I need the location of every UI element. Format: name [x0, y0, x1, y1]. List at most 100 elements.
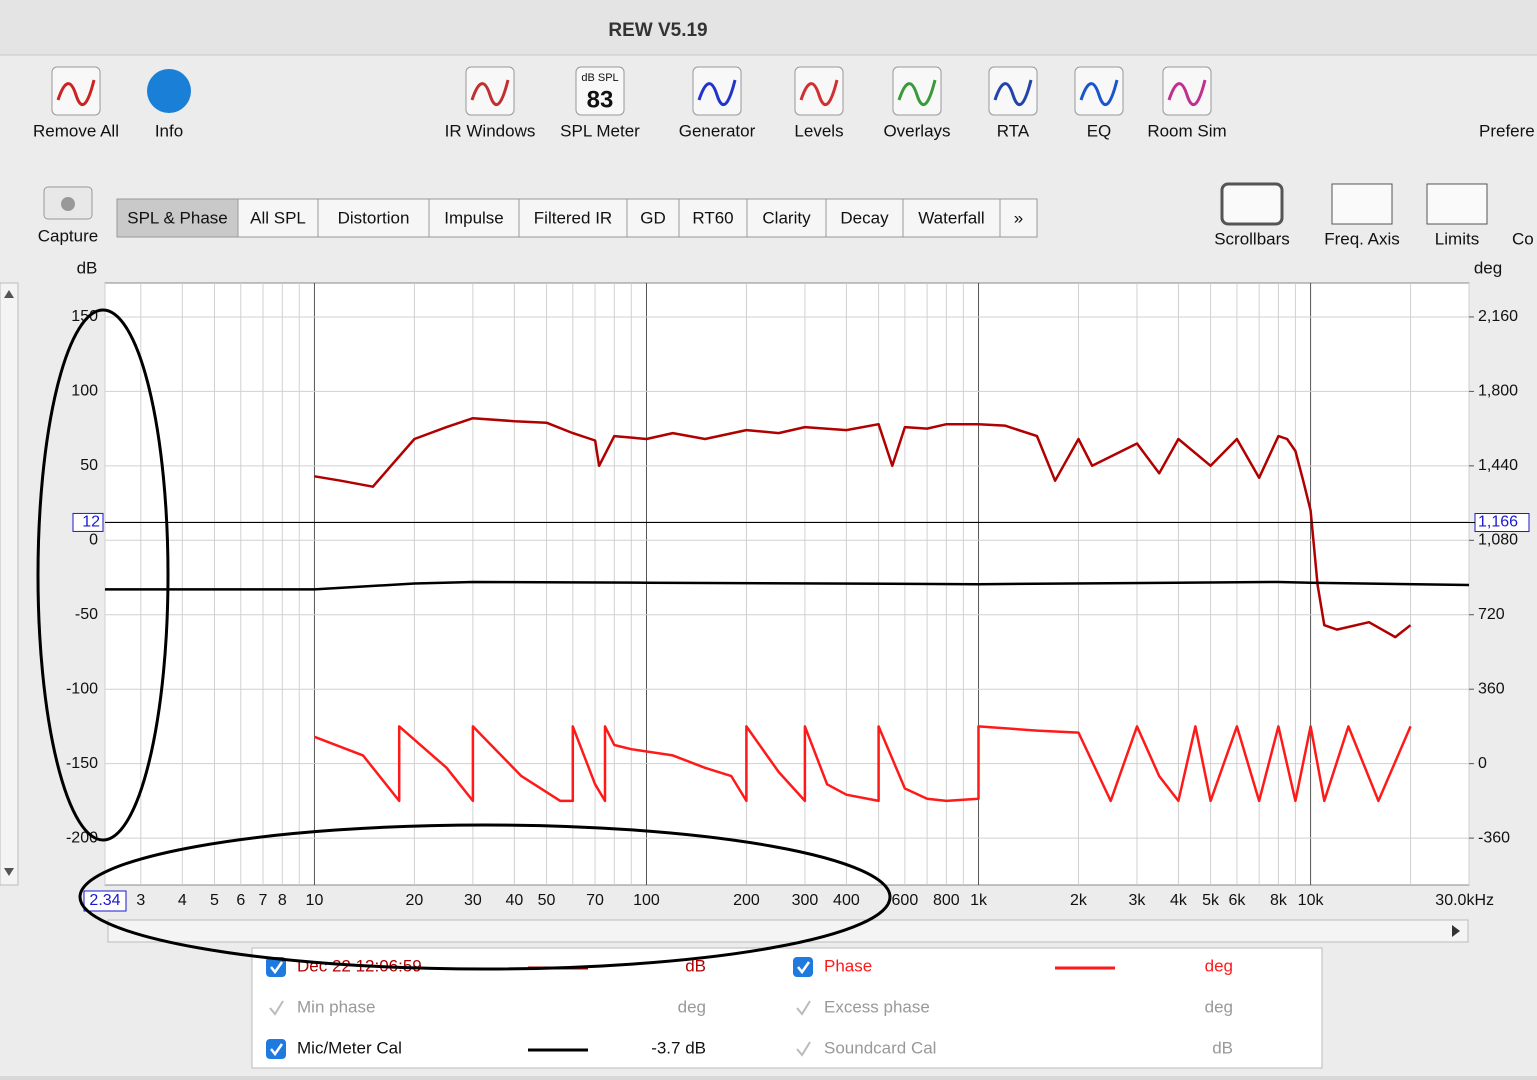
icon	[575, 66, 625, 116]
x-tick-label: 2.34	[89, 892, 120, 909]
toolbar-button[interactable]: EQ	[1074, 66, 1124, 140]
cursor-label: 12	[82, 514, 100, 531]
icon	[147, 69, 191, 113]
y-tick-label: -100	[66, 680, 98, 697]
legend-name: Min phase	[297, 997, 375, 1016]
tool-icon[interactable]	[1426, 183, 1488, 225]
scroll-down[interactable]	[4, 868, 14, 876]
toolbar-label: Info	[155, 121, 183, 140]
tab-label[interactable]: Waterfall	[918, 208, 984, 227]
tab-label[interactable]: »	[1014, 208, 1023, 227]
legend-row[interactable]: Soundcard Cal dB	[796, 1038, 1233, 1057]
legend-name: Soundcard Cal	[824, 1038, 936, 1057]
toolbar-button[interactable]: Overlays	[883, 66, 951, 140]
x-tick-label: 30	[464, 892, 482, 909]
toolbar-button[interactable]: Generator	[679, 66, 756, 140]
toolbar-button[interactable]: RTA	[988, 66, 1038, 140]
toolbar-label: Room Sim	[1147, 121, 1226, 140]
v-scrollbar[interactable]	[0, 282, 19, 886]
legend-row[interactable]: Mic/Meter Cal -3.7 dB	[266, 1038, 706, 1059]
tab[interactable]	[825, 198, 904, 238]
tab[interactable]	[317, 198, 430, 238]
legend-unit: -3.7 dB	[651, 1038, 706, 1057]
legend-unit: deg	[1205, 997, 1233, 1016]
toolbar-button[interactable]: dB SPL 83 SPL Meter	[560, 66, 640, 140]
toolbar-label: EQ	[1087, 121, 1112, 140]
check	[796, 1000, 811, 1016]
tab[interactable]	[116, 198, 239, 238]
tool-label[interactable]: Co	[1512, 229, 1534, 248]
legend-row[interactable]: Phase deg	[793, 956, 1233, 977]
checkbox[interactable]	[266, 1039, 286, 1059]
y2-tick-label: -360	[1478, 829, 1510, 846]
legend-name: Excess phase	[824, 997, 930, 1016]
icon-glyph	[1167, 79, 1207, 107]
tab-label[interactable]: Filtered IR	[534, 208, 612, 227]
y2-tick-label: 720	[1478, 606, 1505, 623]
checkbox[interactable]	[793, 957, 813, 977]
x-tick-label: 30.0kHz	[1435, 892, 1494, 909]
tab[interactable]	[678, 198, 748, 238]
tab-label[interactable]: Distortion	[338, 208, 410, 227]
check	[270, 1043, 284, 1057]
tool-icon[interactable]	[1331, 183, 1393, 225]
toolbar-button[interactable]: IR Windows	[445, 66, 536, 140]
x-tick-label: 400	[833, 892, 860, 909]
toolbar-label: Remove All	[33, 121, 119, 140]
y-tick-label: 50	[80, 457, 98, 474]
toolbar-button[interactable]: Prefere	[1479, 67, 1535, 140]
tab[interactable]	[902, 198, 1001, 238]
x-tick-label: 800	[933, 892, 960, 909]
toolbar-label: Prefere	[1479, 121, 1535, 140]
title-bar	[0, 0, 1537, 55]
legend-unit: dB	[685, 956, 706, 975]
tab[interactable]	[428, 198, 520, 238]
toolbar-label: RTA	[997, 121, 1030, 140]
y-tick-label: -150	[66, 755, 98, 772]
tab-label[interactable]: RT60	[692, 208, 733, 227]
h-scrollbar[interactable]	[107, 919, 1469, 943]
y2-tick-label: 0	[1478, 755, 1487, 772]
window-title: REW V5.19	[608, 20, 707, 41]
tab[interactable]	[999, 198, 1038, 238]
cursor-box	[83, 890, 127, 912]
tab-label[interactable]: Clarity	[762, 208, 811, 227]
tab-label[interactable]: GD	[640, 208, 666, 227]
y2-tick-label: 1,080	[1478, 532, 1518, 549]
toolbar-button[interactable]: Levels	[794, 66, 844, 140]
y-tick-label: -50	[75, 606, 98, 623]
tool-label[interactable]: Limits	[1435, 229, 1479, 248]
toolbar-label: Overlays	[883, 121, 950, 140]
tab-label[interactable]: SPL & Phase	[127, 208, 228, 227]
tab[interactable]	[237, 198, 319, 238]
legend-unit: deg	[678, 997, 706, 1016]
icon-glyph	[470, 79, 510, 107]
toolbar-button[interactable]: Room Sim	[1147, 66, 1227, 140]
series-line	[105, 580, 1470, 591]
legend-row[interactable]: Min phase deg	[269, 997, 706, 1016]
tab-label[interactable]: Impulse	[444, 208, 504, 227]
tab[interactable]	[626, 198, 680, 238]
tool-label[interactable]: Scrollbars	[1214, 229, 1290, 248]
x-tick-label: 3	[136, 892, 145, 909]
tool-icon[interactable]	[1220, 182, 1284, 226]
capture-label[interactable]: Capture	[38, 226, 98, 245]
icon-glyph	[993, 79, 1033, 107]
scroll-up[interactable]	[4, 290, 14, 298]
toolbar-button[interactable]: Info	[147, 69, 191, 140]
x-tick-label: 10	[306, 892, 324, 909]
legend-name: Mic/Meter Cal	[297, 1038, 402, 1057]
tab[interactable]	[746, 198, 827, 238]
x-tick-label: 200	[733, 892, 760, 909]
x-tick-label: 7	[259, 892, 268, 909]
toolbar-button[interactable]: Remove All	[33, 66, 119, 140]
tab-label[interactable]: All SPL	[250, 208, 306, 227]
scroll-right[interactable]	[1452, 925, 1460, 937]
y2-tick-label: 1,800	[1478, 383, 1518, 400]
legend-row[interactable]: Excess phase deg	[796, 997, 1233, 1016]
tab-label[interactable]: Decay	[840, 208, 889, 227]
tool-label[interactable]: Freq. Axis	[1324, 229, 1400, 248]
x-tick-label: 600	[892, 892, 919, 909]
